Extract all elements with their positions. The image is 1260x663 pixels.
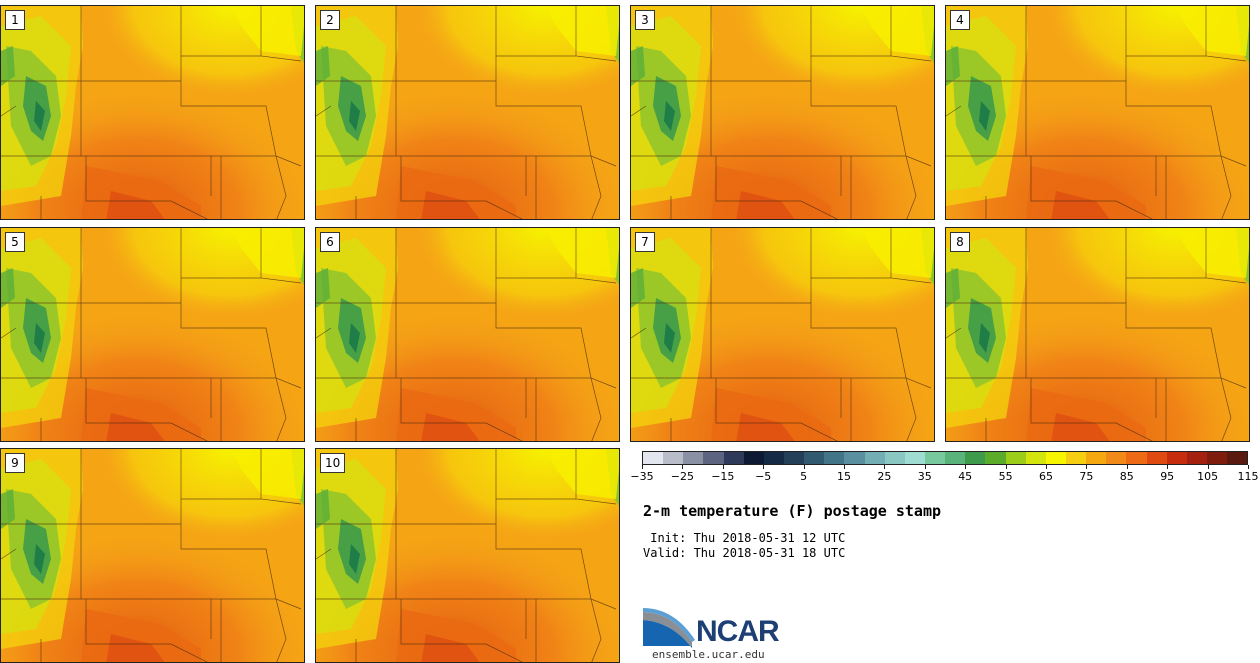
colorbar-tick [722,465,724,469]
colorbar-tick [1207,465,1209,469]
colorbar-tick [803,465,805,469]
init-time: Init: Thu 2018-05-31 12 UTC [643,531,846,545]
colorbar-tick-label: 35 [917,470,932,483]
panel-label: 6 [320,232,340,252]
panel-label: 5 [5,232,25,252]
colorbar-tick-label: 75 [1079,470,1094,483]
colorbar-tick [965,465,967,469]
colorbar-tick-label: −5 [755,470,772,483]
valid-time: Valid: Thu 2018-05-31 18 UTC [643,546,846,560]
colorbar-tick-labels: −35 −25 −15 −5 5 15 25 35 45 55 65 75 85 95 105 115 [630,465,1259,485]
panel-label: 8 [950,232,970,252]
ncar-logo-text: NCAR [696,615,780,648]
panel-label: 4 [950,10,970,30]
colorbar-swatch [703,452,724,464]
colorbar-swatch [1065,452,1087,464]
colorbar-tick-label: −35 [630,470,654,483]
colorbar-tick [682,465,684,469]
colorbar-swatch [783,452,805,464]
colorbar-swatch [945,452,966,464]
temperature-colorbar [642,451,1248,465]
map-panel-4: 4 [945,5,1250,220]
colorbar-tick-label: −15 [711,470,735,483]
colorbar-tick [1005,465,1007,469]
colorbar-swatch [1025,452,1046,464]
colorbar-swatch [723,452,744,464]
colorbar-swatch [1166,452,1187,464]
colorbar-tick [884,465,886,469]
colorbar-tick [642,465,643,469]
colorbar-swatch [643,452,664,464]
colorbar-swatch [804,452,825,464]
colorbar-swatch [683,452,704,464]
colorbar-tick-label: 95 [1160,470,1175,483]
map-panel-5: 5 [0,227,305,442]
colorbar-swatch [743,452,764,464]
map-panel-1: 1 [0,5,305,220]
colorbar-tick-label: 15 [837,470,851,483]
map-panel-3: 3 [630,5,935,220]
source-url: ensemble.ucar.edu [652,648,765,661]
colorbar-tick-label: 105 [1197,470,1219,483]
colorbar-swatch [1045,452,1066,464]
map-panel-2: 2 [315,5,620,220]
ncar-logo-icon [643,608,695,648]
colorbar-tick [1167,465,1169,469]
colorbar-swatch [1086,452,1107,464]
colorbar-swatch [844,452,865,464]
colorbar-swatch [884,452,905,464]
colorbar-swatch [763,452,784,464]
panel-label: 10 [320,453,346,473]
colorbar-tick-label: 25 [877,470,892,483]
colorbar-tick [1086,465,1088,469]
colorbar-swatch [1106,452,1127,464]
colorbar-swatch [985,452,1006,464]
colorbar-swatch [1146,452,1167,464]
colorbar-swatch [1126,452,1147,464]
colorbar-tick-label: 65 [1039,470,1053,483]
panel-label: 2 [320,10,340,30]
colorbar-tick [1248,465,1249,469]
colorbar-tick [1126,465,1128,469]
colorbar-swatch [864,452,885,464]
colorbar-swatch [1005,452,1026,464]
colorbar-tick [844,465,845,469]
colorbar-tick-label: 5 [800,470,808,483]
map-panel-6: 6 [315,227,620,442]
colorbar-swatch [1206,452,1228,464]
colorbar-tick-label: −25 [670,470,694,483]
map-panel-8: 8 [945,227,1250,442]
colorbar-tick-label: 115 [1237,470,1259,483]
map-panel-7: 7 [630,227,935,442]
panel-label: 3 [635,10,655,30]
colorbar-tick [763,465,765,469]
colorbar-swatch [1186,452,1207,464]
colorbar-swatch [965,452,986,464]
colorbar-swatch [924,452,946,464]
colorbar-swatch [1227,452,1248,464]
colorbar-tick [1046,465,1047,469]
colorbar-tick-label: 85 [1119,470,1134,483]
colorbar-tick-label: 45 [958,470,973,483]
colorbar-tick-label: 55 [998,470,1013,483]
map-panel-9: 9 [0,448,305,663]
panel-label: 7 [635,232,655,252]
colorbar-swatch [663,452,684,464]
panel-label: 9 [5,453,25,473]
map-panel-10: 10 [315,448,620,663]
figure-title: 2-m temperature (F) postage stamp [643,502,942,520]
colorbar-tick [924,465,926,469]
colorbar-swatch [904,452,925,464]
panel-label: 1 [5,10,25,30]
colorbar-swatch [824,452,845,464]
